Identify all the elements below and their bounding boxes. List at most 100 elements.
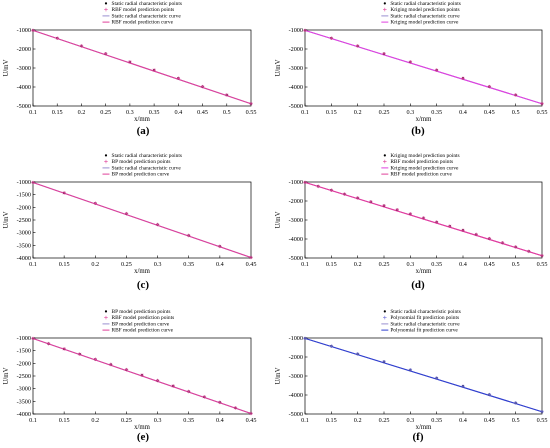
data-point-star — [369, 200, 373, 204]
x-tick-label: 0.2 — [91, 417, 99, 424]
data-point-star — [128, 60, 132, 64]
legend-label: Kriging model prediction points — [390, 153, 459, 159]
data-point-star — [355, 44, 360, 48]
legend-label: Static radial characteristic curve — [111, 165, 181, 171]
legend-swatch — [383, 7, 387, 12]
x-tick-label: 0.2 — [91, 261, 99, 268]
x-tick-label: 0.15 — [52, 109, 63, 116]
y-tick-label: -2000 — [289, 198, 303, 205]
chart-panel-e: 0.1 0.15 0.2 0.25 0.3 0.35 0.4 0.45 -1000 -1500 -2… — [3, 309, 256, 443]
data-point-star — [171, 384, 175, 388]
x-tick-label: 0.5 — [512, 261, 520, 268]
y-tick-label: -1000 — [289, 27, 303, 34]
data-point-star — [218, 400, 222, 405]
x-tick-label: 0.45 — [246, 261, 257, 268]
x-tick-label: 0.3 — [406, 417, 414, 424]
x-tick-label: 0.4 — [216, 417, 224, 424]
data-point-star — [124, 211, 129, 216]
data-point-star — [77, 352, 82, 356]
y-tick-label: -4000 — [17, 411, 31, 418]
legend-label: Polynomial fit prediction curve — [390, 327, 458, 334]
legend-swatch — [383, 315, 387, 320]
legend-swatch — [104, 154, 108, 157]
legend-label: Kriging model prediction curve — [390, 165, 459, 171]
legend-label: Static radial characteristic points — [390, 1, 461, 7]
x-tick-label: 0.45 — [197, 109, 208, 116]
x-axis-label: x/mm — [416, 116, 433, 123]
panel-label: (f) — [413, 431, 424, 443]
x-tick-label: 0.2 — [78, 109, 86, 116]
data-point-star — [461, 228, 465, 233]
y-tick-label: -2000 — [17, 46, 31, 53]
data-point-star — [79, 44, 84, 48]
data-point-star — [46, 341, 51, 346]
data-point-star — [513, 93, 518, 97]
data-point-star — [487, 236, 492, 241]
x-tick-label: 0.25 — [100, 109, 111, 116]
data-point-star — [109, 362, 113, 367]
data-point-star — [31, 336, 35, 341]
y-tick-label: -4000 — [289, 392, 303, 399]
y-axis-label: U/mV — [275, 367, 282, 384]
data-point-star — [62, 347, 66, 351]
data-point-star — [103, 51, 108, 56]
x-axis-label: x/mm — [134, 424, 151, 431]
data-point-star — [93, 201, 98, 206]
x-tick-label: 0.35 — [183, 261, 194, 268]
data-point-star — [316, 184, 320, 189]
chart-panel-f: 0.1 0.15 0.2 0.25 0.3 0.35 0.4 0.45 0.5 0.55 -1000… — [275, 309, 547, 443]
y-tick-label: -1000 — [289, 335, 303, 342]
data-point-star — [176, 76, 181, 81]
x-tick-label: 0.55 — [246, 109, 257, 116]
y-tick-label: -4000 — [289, 236, 303, 243]
series-curve — [304, 29, 543, 105]
x-tick-label: 0.35 — [431, 261, 442, 268]
legend-label: RBF model prediction curve — [390, 172, 452, 178]
x-tick-label: 0.25 — [379, 417, 390, 424]
legend-label: Static radial characteristic curve — [390, 13, 460, 19]
y-tick-label: -2000 — [17, 360, 31, 367]
data-point-star — [329, 188, 334, 192]
x-tick-label: 0.5 — [512, 417, 520, 424]
legend-swatch — [383, 154, 386, 157]
y-tick-label: -2000 — [289, 354, 303, 361]
data-point-star — [152, 68, 156, 72]
data-point-star — [55, 36, 60, 40]
data-point-star — [421, 216, 426, 220]
data-point-star — [408, 368, 413, 372]
legend-swatch — [104, 310, 108, 313]
legend-label: RBF model prediction points — [111, 315, 174, 321]
series-curve — [32, 29, 252, 105]
data-point-star — [487, 84, 492, 89]
chart-panel-d: 0.1 0.15 0.2 0.25 0.3 0.35 0.4 0.45 0.5 0.55 -1000… — [275, 153, 547, 291]
panel-label: (d) — [411, 279, 425, 291]
data-point-star — [249, 101, 253, 106]
legend: Static radial characteristic pointsKrigi… — [381, 1, 461, 26]
data-point-star — [355, 352, 360, 356]
y-tick-label: -4000 — [289, 84, 303, 91]
x-tick-label: 0.1 — [301, 417, 309, 424]
y-axis-label: U/mV — [275, 59, 282, 76]
x-tick-label: 0.45 — [484, 261, 495, 268]
data-point-star — [218, 244, 222, 249]
y-tick-label: -3000 — [289, 373, 303, 380]
y-tick-label: -3500 — [17, 398, 31, 405]
x-tick-label: 0.4 — [459, 109, 467, 116]
data-point-star — [140, 373, 144, 377]
x-tick-label: 0.1 — [301, 261, 309, 268]
legend-label: Static radial characteristic curve — [390, 321, 460, 327]
data-point-star — [303, 28, 307, 33]
data-point-star — [93, 357, 98, 362]
data-point-star — [224, 93, 229, 97]
x-tick-label: 0.45 — [484, 109, 495, 116]
legend-swatch — [383, 2, 386, 5]
x-axis-label: x/mm — [416, 424, 433, 431]
x-tick-label: 0.15 — [59, 261, 70, 268]
panel-label: (c) — [137, 279, 150, 291]
data-point-star — [382, 203, 386, 208]
x-tick-label: 0.3 — [406, 261, 414, 268]
x-tick-label: 0.35 — [431, 109, 442, 116]
y-tick-label: -2000 — [289, 46, 303, 53]
legend-label: BP model prediction points — [111, 309, 170, 315]
